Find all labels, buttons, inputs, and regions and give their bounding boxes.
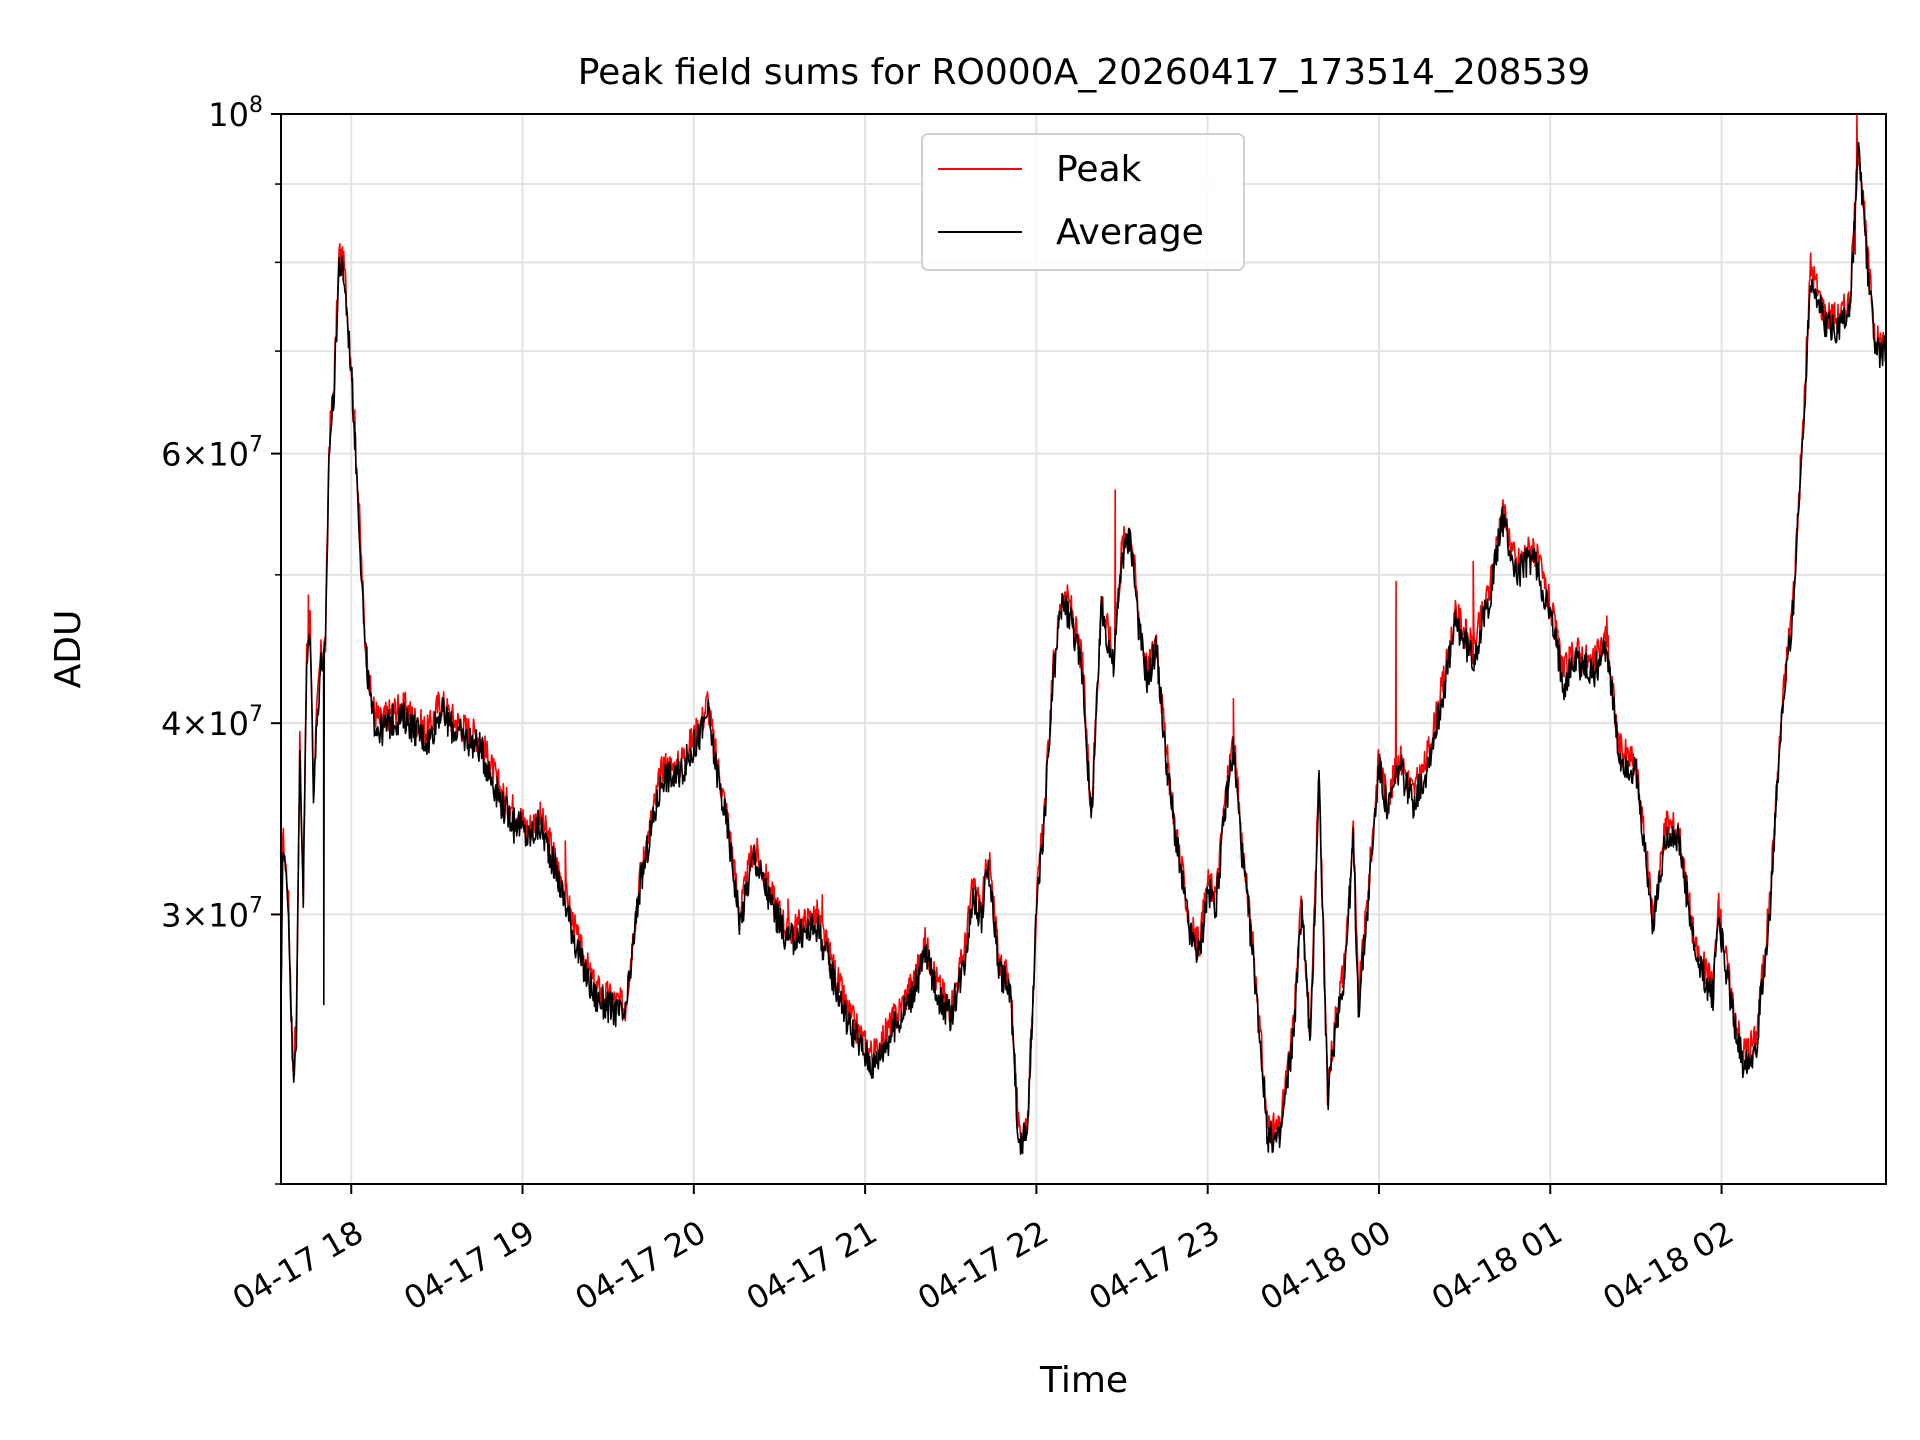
chart-title: Peak field sums for RO000A_20260417_1735… — [578, 52, 1591, 93]
series-layer — [281, 114, 1886, 1155]
legend-label-average: Average — [1056, 212, 1204, 253]
y-tick-label: 3×107 — [161, 893, 263, 934]
y-tick-label: 4×107 — [161, 702, 263, 743]
legend: Peak Average — [921, 133, 1245, 271]
legend-label-peak: Peak — [1056, 149, 1142, 190]
series-line-average — [281, 141, 1886, 1155]
y-tick-label: 6×107 — [161, 433, 263, 474]
plot-frame — [280, 113, 1887, 1185]
y-axis-label: ADU — [48, 610, 89, 689]
x-axis-label: Time — [1039, 1360, 1128, 1401]
